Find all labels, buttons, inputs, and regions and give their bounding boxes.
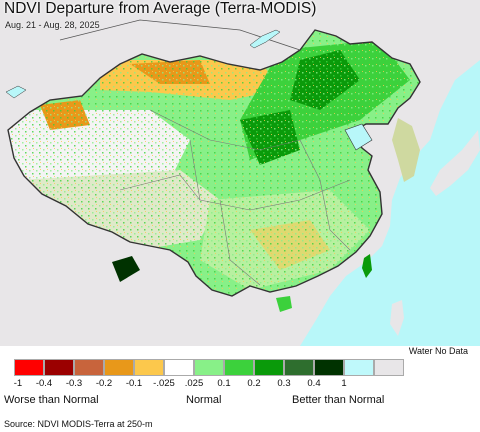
legend-tick: .025 xyxy=(184,378,204,389)
lake-balkhash xyxy=(5,85,27,99)
source-note: Source: NDVI MODIS-Terra at 250-m xyxy=(4,419,153,429)
hainan-island xyxy=(276,296,292,312)
legend-tick: 0.1 xyxy=(217,378,231,389)
worse-than-normal-label: Worse than Normal xyxy=(4,394,99,406)
legend-ticks: -1 -0.4 -0.3 -0.2 -0.1 -.025 .025 0.1 0.2 0.3 0.4 1 xyxy=(0,378,480,390)
legend-tick: -.025 xyxy=(153,378,175,389)
legend-tick: 0.3 xyxy=(277,378,291,389)
legend-tick: 1 xyxy=(341,378,347,389)
legend-tick: 0.2 xyxy=(247,378,261,389)
legend-swatch xyxy=(104,359,134,376)
map-title: NDVI Departure from Average (Terra-MODIS… xyxy=(4,0,317,17)
legend-swatch xyxy=(194,359,224,376)
legend-tick: -0.4 xyxy=(35,378,53,389)
legend-tick: -0.2 xyxy=(95,378,113,389)
legend-swatch xyxy=(134,359,164,376)
bohai-sea xyxy=(344,123,373,151)
better-than-normal-label: Better than Normal xyxy=(292,394,385,406)
bangladesh-area xyxy=(112,256,140,282)
legend-swatch xyxy=(164,359,194,376)
normal-label: Normal xyxy=(186,394,222,406)
legend-swatch xyxy=(14,359,44,376)
legend-tick: 0.4 xyxy=(307,378,321,389)
map-date-range: Aug. 21 - Aug. 28, 2025 xyxy=(5,20,100,30)
korea-peninsula xyxy=(392,118,420,182)
legend-tick: -0.3 xyxy=(65,378,83,389)
water-no-data-label: Water No Data xyxy=(408,346,468,356)
lake-baikal xyxy=(249,29,281,49)
legend-swatches xyxy=(14,359,404,376)
china-outline xyxy=(7,29,421,297)
legend-tick: -0.1 xyxy=(125,378,143,389)
philippines-islands xyxy=(390,300,404,336)
taiwan-island xyxy=(362,254,372,278)
ndvi-map xyxy=(0,0,480,346)
legend-swatch xyxy=(74,359,104,376)
legend-swatch xyxy=(254,359,284,376)
mongolia-border xyxy=(59,19,301,51)
japan-islands xyxy=(430,130,480,196)
province-borders xyxy=(119,109,351,286)
legend-swatch xyxy=(314,359,344,376)
legend-swatch xyxy=(284,359,314,376)
legend-swatch xyxy=(44,359,74,376)
legend-tick: -1 xyxy=(13,378,23,389)
legend-swatch xyxy=(344,359,374,376)
legend-swatch xyxy=(374,359,404,376)
legend-swatch xyxy=(224,359,254,376)
